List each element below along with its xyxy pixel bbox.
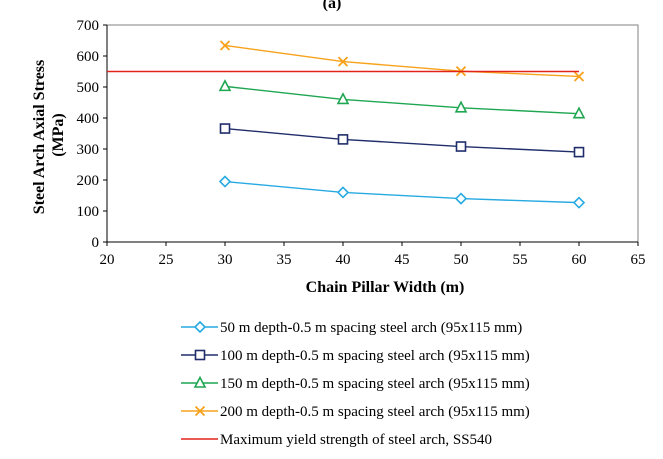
data-point [219,40,231,51]
series-line [224,127,580,153]
y-axis-title: Steel Arch Axial Stress (MPa) [31,56,67,215]
legend-marker [193,320,207,334]
x-tick-label: 45 [395,252,410,268]
x-tick-label: 25 [159,252,174,268]
data-point [219,123,231,134]
legend-label: 200 m depth-0.5 m spacing steel arch (95… [220,404,530,420]
legend-item: 100 m depth-0.5 m spacing steel arch (95… [181,348,530,364]
data-point [455,141,467,152]
data-point [572,196,586,209]
series-1 [218,175,586,209]
data-point [337,56,349,67]
x-axis-title: Chain Pillar Width (m) [306,279,465,296]
data-point [336,92,350,105]
data-point [573,71,585,82]
plot-frame [106,24,639,243]
y-tick-label: 300 [77,142,100,158]
data-point [573,146,585,158]
y-tick-label: 0 [92,235,100,251]
legend-item: 50 m depth-0.5 m spacing steel arch (95x… [181,320,522,336]
y-tick-label: 700 [77,18,100,34]
legend-item: Maximum yield strength of steel arch, SS… [181,432,492,448]
legend-marker [193,375,207,388]
series-line [224,44,580,78]
series-line [224,180,580,204]
legend: 50 m depth-0.5 m spacing steel arch (95x… [181,320,530,448]
legend-marker [194,405,206,417]
legend-marker [194,349,206,361]
x-tick-label: 60 [572,252,587,268]
data-point [572,106,586,119]
series-line [224,85,580,115]
x-axis-ticks: 20 25 30 35 40 45 50 55 60 65 [100,242,646,268]
plot-area [106,24,639,243]
legend-item: 150 m depth-0.5 m spacing steel arch (95… [181,375,530,392]
x-tick-label: 55 [513,252,528,268]
series-layer [107,40,586,209]
series-2 [219,123,585,158]
x-tick-label: 30 [218,252,233,268]
x-tick-label: 40 [336,252,351,268]
y-axis-ticks: 0 100 200 300 400 500 600 700 [77,18,107,251]
y-tick-label: 400 [77,111,100,127]
y-axis-title-line-2: (MPa) [50,113,67,157]
y-tick-label: 100 [77,204,100,220]
data-point [454,100,468,113]
legend-item: 200 m depth-0.5 m spacing steel arch (95… [181,404,530,420]
legend-label: 100 m depth-0.5 m spacing steel arch (95… [220,348,530,364]
data-point [336,186,350,199]
y-axis-title-line-1: Steel Arch Axial Stress [31,60,48,215]
data-point [337,134,349,145]
legend-label: Maximum yield strength of steel arch, SS… [220,432,492,448]
x-tick-label: 35 [277,252,292,268]
legend-label: 50 m depth-0.5 m spacing steel arch (95x… [220,320,522,336]
y-tick-label: 500 [77,80,100,96]
data-point [218,175,232,188]
x-tick-label: 65 [631,252,646,268]
panel-label: (a) [323,0,342,12]
series-3 [218,79,586,119]
x-tick-label: 20 [100,252,115,268]
y-tick-label: 200 [77,173,100,189]
legend-label: 150 m depth-0.5 m spacing steel arch (95… [220,376,530,392]
data-point [454,192,468,205]
data-point [218,79,232,92]
series-4 [219,40,585,82]
y-tick-label: 600 [77,49,100,65]
x-tick-label: 50 [454,252,469,268]
